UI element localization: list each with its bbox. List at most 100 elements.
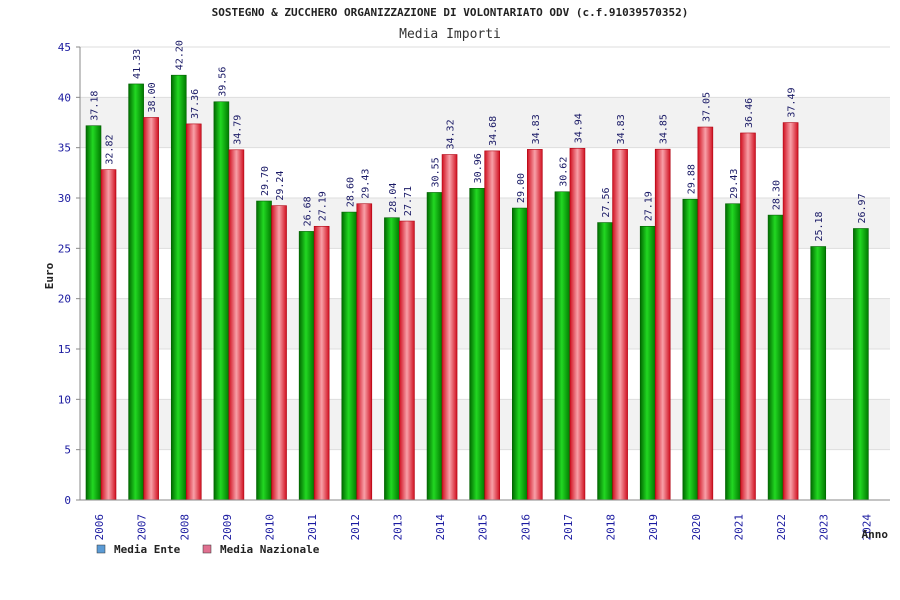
bar — [143, 117, 159, 501]
bar — [356, 203, 373, 501]
data-label: 38.00 — [147, 82, 158, 112]
bar — [782, 122, 799, 501]
data-label: 29.70 — [260, 166, 271, 196]
x-tick-label: 2009 — [221, 514, 234, 541]
data-label: 34.94 — [573, 113, 584, 143]
x-tick-label: 2019 — [647, 514, 660, 541]
data-label: 34.68 — [488, 116, 499, 146]
data-label: 29.00 — [516, 173, 527, 203]
bar — [170, 74, 187, 501]
x-tick-label: 2017 — [562, 514, 575, 541]
x-tick-label: 2014 — [434, 514, 447, 541]
bar — [256, 200, 272, 501]
x-tick-label: 2024 — [860, 514, 873, 541]
data-label: 34.83 — [531, 114, 542, 144]
data-label: 27.56 — [601, 187, 612, 217]
bar — [341, 211, 358, 501]
bar — [441, 154, 458, 501]
bar — [740, 132, 756, 501]
x-tick-label: 2016 — [519, 514, 532, 541]
bar — [810, 246, 827, 501]
data-label: 29.43 — [360, 169, 371, 199]
data-label: 32.82 — [105, 135, 116, 165]
data-label: 37.05 — [701, 92, 712, 122]
x-tick-label: 2012 — [349, 514, 362, 541]
data-label: 29.24 — [275, 171, 286, 201]
data-label: 27.19 — [318, 191, 329, 221]
y-tick-label: 5 — [64, 444, 71, 457]
y-axis-ticks: 0 5 10 15 20 25 30 35 40 45 — [58, 41, 71, 507]
x-tick-label: 2021 — [732, 514, 745, 541]
bar — [384, 217, 400, 501]
chart-title: SOSTEGNO & ZUCCHERO ORGANIZZAZIONE DI VO… — [212, 6, 689, 19]
bar — [100, 169, 117, 501]
y-tick-label: 20 — [58, 293, 71, 306]
bars — [85, 74, 869, 501]
bar — [569, 147, 586, 501]
bar — [85, 125, 102, 501]
legend-label-media-ente: Media Ente — [114, 543, 181, 556]
x-tick-label: 2008 — [178, 514, 191, 541]
bar — [554, 191, 571, 501]
data-label: 27.19 — [644, 191, 655, 221]
x-tick-label: 2011 — [306, 514, 319, 541]
legend-label-media-nazionale: Media Nazionale — [220, 543, 320, 556]
y-tick-label: 25 — [58, 242, 71, 255]
bar — [313, 225, 330, 501]
chart-subtitle: Media Importi — [399, 27, 501, 42]
y-tick-label: 30 — [58, 192, 71, 205]
x-tick-label: 2007 — [136, 514, 149, 541]
bar — [484, 150, 500, 501]
x-tick-label: 2022 — [775, 514, 788, 541]
bar — [639, 225, 656, 501]
data-label: 34.79 — [232, 115, 243, 145]
x-tick-label: 2015 — [477, 514, 490, 541]
data-label: 29.43 — [729, 169, 740, 199]
y-tick-label: 15 — [58, 343, 71, 356]
data-label: 42.20 — [175, 40, 186, 70]
legend-swatch-media-nazionale — [202, 544, 212, 554]
bar — [725, 203, 741, 501]
x-tick-label: 2006 — [93, 514, 106, 541]
bar — [597, 222, 613, 501]
data-label: 29.88 — [686, 164, 697, 194]
bar — [527, 149, 543, 501]
data-label: 27.71 — [403, 186, 414, 216]
bar — [228, 149, 245, 501]
data-label: 26.97 — [857, 193, 868, 223]
y-tick-label: 45 — [58, 41, 71, 54]
data-label: 34.32 — [446, 119, 457, 149]
data-label: 36.46 — [744, 98, 755, 128]
plot-band — [80, 47, 890, 98]
data-label: 30.62 — [558, 157, 569, 187]
bar — [612, 149, 628, 501]
x-tick-label: 2018 — [605, 514, 618, 541]
bar — [767, 214, 784, 501]
x-tick-label: 2013 — [391, 514, 404, 541]
x-axis-label: Anno — [862, 528, 889, 541]
legend: Media Ente Media Nazionale — [96, 543, 320, 556]
x-tick-label: 2023 — [818, 514, 831, 541]
y-tick-label: 10 — [58, 393, 71, 406]
bar — [853, 228, 869, 501]
value-labels: 37.18 32.82 41.33 38.00 42.20 37.36 39.56 34.79… — [90, 40, 868, 241]
data-label: 37.36 — [190, 89, 201, 119]
bar — [271, 205, 287, 501]
x-axis-ticks: 2006 2007 2008 2009 2010 2011 2012 2013 2014 2015… — [93, 514, 873, 541]
data-label: 39.56 — [217, 67, 228, 97]
data-label: 28.04 — [388, 183, 399, 213]
data-label: 34.85 — [659, 114, 670, 144]
data-label: 37.49 — [787, 87, 798, 117]
data-label: 26.68 — [303, 196, 314, 226]
data-label: 34.83 — [616, 114, 627, 144]
bar — [469, 188, 485, 501]
bar — [697, 126, 714, 501]
y-axis-label: Euro — [43, 262, 56, 289]
y-tick-label: 40 — [58, 91, 71, 104]
data-label: 30.96 — [473, 153, 484, 183]
bar — [654, 148, 671, 501]
bar — [213, 101, 230, 501]
bar — [426, 192, 443, 501]
y-tick-label: 35 — [58, 142, 71, 155]
data-label: 25.18 — [814, 211, 825, 241]
